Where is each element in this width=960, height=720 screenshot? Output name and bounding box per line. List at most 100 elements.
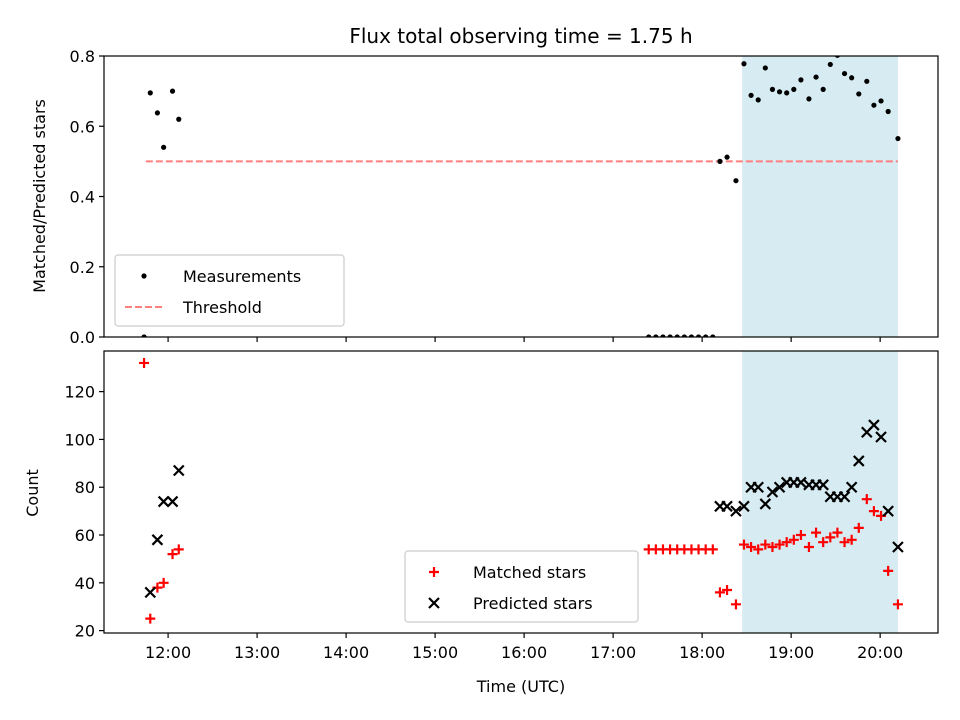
top-legend-box xyxy=(114,254,345,327)
bottom-y-tick-label: 100 xyxy=(64,430,95,449)
measurements-point xyxy=(646,334,652,337)
predicted-stars-point xyxy=(773,481,786,493)
matched-stars-point xyxy=(818,537,829,548)
measurements-point xyxy=(660,334,666,337)
matched-stars-point xyxy=(883,565,894,576)
matched-stars-legend-marker xyxy=(429,567,439,577)
matched-stars-point xyxy=(707,544,718,555)
bottom-panel: 20 40 60 80 100 120 12:00 13:00 14:00 15:00 16:00 1… xyxy=(64,350,939,662)
measurements-point xyxy=(798,77,804,83)
x-tick-label: 12:00 xyxy=(145,643,191,662)
predicted-stars-point xyxy=(892,541,904,553)
matched-stars-point xyxy=(825,532,836,543)
top-y-axis-label: Matched/Predicted stars xyxy=(30,99,49,293)
matched-stars-point xyxy=(803,541,814,552)
measurements-point xyxy=(813,74,819,80)
matched-stars-point xyxy=(173,544,184,555)
matched-stars-point xyxy=(832,527,843,538)
bottom-y-tick-label: 40 xyxy=(75,574,95,593)
bottom-y-tick-label: 80 xyxy=(75,478,95,497)
predicted-stars-point xyxy=(766,486,779,498)
top-y-tick-label: 0.2 xyxy=(70,258,95,277)
x-tick-label: 14:00 xyxy=(323,643,369,662)
matched-stars-point xyxy=(158,577,169,588)
measurements-point xyxy=(169,88,176,94)
measurements-point xyxy=(154,110,161,116)
x-tick-label: 13:00 xyxy=(234,643,280,662)
bottom-y-axis-label: Count xyxy=(23,469,42,517)
measurements-point xyxy=(141,334,147,337)
predicted-stars-point xyxy=(151,534,164,546)
measurements-point xyxy=(703,334,709,337)
bottom-legend: Matched stars Predicted stars xyxy=(404,550,639,623)
predicted-stars-legend-label: Predicted stars xyxy=(473,594,593,613)
predicted-stars-point xyxy=(868,419,880,431)
predicted-stars-point xyxy=(759,498,772,510)
predicted-stars-point xyxy=(172,464,185,477)
top-legend: Measurements Threshold xyxy=(114,254,345,327)
predicted-stars-point xyxy=(752,481,764,493)
measurements-point xyxy=(724,154,730,160)
measurements-point xyxy=(878,98,884,104)
measurements-point xyxy=(806,96,812,102)
measurements-point xyxy=(769,86,776,92)
threshold-legend-label: Threshold xyxy=(182,298,262,317)
bottom-y-tick-label: 120 xyxy=(64,383,95,402)
matched-stars-legend-label: Matched stars xyxy=(473,563,586,582)
measurements-point xyxy=(856,91,862,97)
predicted-stars-point xyxy=(817,479,829,491)
predicted-stars-point xyxy=(838,491,851,503)
measurements-point xyxy=(841,70,848,77)
matched-stars-point xyxy=(722,584,733,595)
x-tick-label: 17:00 xyxy=(590,643,636,662)
measurements-point xyxy=(147,90,153,96)
measurements-point xyxy=(176,116,182,122)
measurements-point xyxy=(762,65,768,71)
measurements-point xyxy=(755,97,761,103)
predicted-stars-point xyxy=(730,505,742,517)
matched-stars-point xyxy=(167,549,178,560)
bottom-plot-frame xyxy=(103,350,939,634)
measurements-point xyxy=(653,334,659,337)
x-tick-label: 18:00 xyxy=(679,643,725,662)
matched-stars-point xyxy=(861,494,872,505)
measurements-point xyxy=(667,334,673,337)
measurements-point xyxy=(161,144,167,150)
matched-stars-point xyxy=(868,506,879,517)
matched-stars-point xyxy=(853,522,864,533)
measurements-point xyxy=(710,334,716,337)
matched-stars-point xyxy=(738,539,749,550)
chart-title: Flux total observing time = 1.75 h xyxy=(349,24,692,48)
measurements-point xyxy=(791,86,797,92)
x-tick-label: 19:00 xyxy=(768,643,814,662)
bottom-y-tick-label: 60 xyxy=(75,526,95,545)
top-highlight-span xyxy=(742,56,898,337)
measurements-point xyxy=(681,334,687,337)
matched-stars-point xyxy=(753,544,764,555)
matched-stars-point xyxy=(767,541,778,552)
x-tick-label: 15:00 xyxy=(412,643,458,662)
matched-stars-point xyxy=(730,599,741,610)
measurements-point xyxy=(827,61,833,68)
measurements-point xyxy=(885,108,891,115)
bottom-y-tick-label: 20 xyxy=(75,622,95,641)
matched-stars-point xyxy=(145,613,156,624)
measurements-point xyxy=(688,334,695,337)
measurements-point xyxy=(871,102,877,108)
top-panel: 0.0 0.2 0.4 0.6 0.8 Measurements Threshold xyxy=(70,47,939,347)
bottom-legend-box xyxy=(404,550,639,623)
matched-stars-point xyxy=(846,534,857,545)
measurements-legend-marker xyxy=(141,273,147,279)
top-y-tick-label: 0.4 xyxy=(70,188,95,207)
matched-stars-point xyxy=(139,357,150,368)
measurements-point xyxy=(741,61,747,67)
measurements-point xyxy=(849,75,855,81)
measurements-point xyxy=(784,90,790,96)
measurements-point xyxy=(864,78,870,84)
measurements-point xyxy=(717,158,723,164)
matched-stars-point xyxy=(892,599,903,610)
measurements-point xyxy=(733,178,739,184)
measurements-point xyxy=(776,89,783,95)
top-y-tick-label: 0.8 xyxy=(70,47,95,66)
predicted-stars-point xyxy=(157,495,170,508)
